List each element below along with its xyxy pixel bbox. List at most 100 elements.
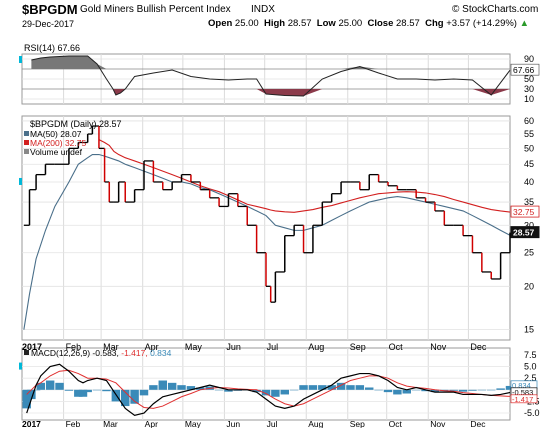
price-x-tick-label: Jun xyxy=(226,342,241,352)
rsi-tick-label: 50 xyxy=(524,74,534,84)
macd-histogram-bar xyxy=(167,382,177,390)
price-x-tick-label: 2017 xyxy=(22,342,42,352)
rsi-line xyxy=(31,55,511,97)
price-tick-label: 30 xyxy=(524,220,534,230)
macd-histogram-bar xyxy=(299,385,308,390)
panel-frame-price xyxy=(21,115,511,341)
macd-histogram-bar xyxy=(261,389,271,396)
ohlc-readout: Open 25.00 High 28.57 Low 25.00 Close 28… xyxy=(208,18,530,29)
rsi-last-value-label: 67.66 xyxy=(513,65,535,75)
macd-histogram-bar xyxy=(92,389,102,391)
macd-histogram-bar xyxy=(346,385,355,390)
macd-last-box xyxy=(510,394,538,404)
price-x-tick-label: Oct xyxy=(389,342,404,352)
macd-histogram-bar xyxy=(111,389,121,402)
macd-x-tick-label: Dec xyxy=(470,419,486,428)
macd-histogram-bar xyxy=(280,389,289,395)
macd-left-marker xyxy=(19,362,22,370)
macd-histogram-bar xyxy=(365,387,374,390)
macd-histogram-bar xyxy=(289,389,299,391)
macd-histogram-bar xyxy=(487,389,496,391)
price-x-tick-label: Nov xyxy=(430,342,447,352)
rsi-tick-label: 10 xyxy=(524,94,534,104)
index-name: Gold Miners Bullish Percent Index xyxy=(80,4,231,15)
macd-histogram-bar xyxy=(449,389,458,391)
macd-histogram-bar xyxy=(102,389,111,392)
macd-histogram-bar xyxy=(22,389,31,409)
macd-tick-label: 2.5 xyxy=(524,373,537,383)
macd-histogram-bar xyxy=(45,380,55,390)
ma50-legend: MA(50) 28.07 xyxy=(30,129,82,139)
macd-signal-line xyxy=(26,369,511,409)
macd-x-tick-label: May xyxy=(185,419,202,428)
up-arrow-icon: ▲ xyxy=(519,18,530,29)
macd-tick-label: 7.5 xyxy=(524,350,537,360)
exchange-label: INDX xyxy=(251,4,275,15)
macd-histogram-bar xyxy=(139,389,149,396)
macd-tick-label: 5.0 xyxy=(524,362,537,372)
price-x-tick-label: Jul xyxy=(267,342,279,352)
macd-x-tick-label: Sep xyxy=(350,419,365,428)
rsi-last-value-box xyxy=(510,63,540,76)
macd-last-label: -0.583 xyxy=(512,388,533,397)
macd-histogram-bar xyxy=(252,389,261,393)
macd-histogram-bar xyxy=(214,389,224,391)
price-x-tick-label: Dec xyxy=(470,342,487,352)
macd-x-tick-label: Jul xyxy=(267,419,278,428)
macd-x-tick-label: Nov xyxy=(430,419,446,428)
macd-histogram-bar xyxy=(355,385,365,390)
macd-x-tick-label: Feb xyxy=(66,419,81,428)
macd-histogram-bar xyxy=(36,382,45,390)
macd-last-label: -1.417 xyxy=(512,395,533,404)
rsi-left-marker xyxy=(19,56,22,63)
ma200-legend: MA(200) 32.75 xyxy=(30,138,86,148)
price-tick-label: 20 xyxy=(524,281,534,291)
macd-histogram-bar xyxy=(505,385,515,390)
macd-tick-label: -5.0 xyxy=(524,408,540,418)
price-tick-label: 15 xyxy=(524,325,534,335)
volume-legend: Volume undef xyxy=(30,147,83,157)
symbol-title: $BPGDM xyxy=(22,2,78,17)
price-tick-label: 25 xyxy=(524,248,534,258)
macd-histogram-bar xyxy=(78,389,88,397)
macd-histogram-bar xyxy=(83,389,92,393)
macd-last-label: 0.834 xyxy=(512,381,531,390)
volume-legend-swatch xyxy=(24,149,29,154)
ma50-line xyxy=(23,153,511,330)
rsi-overbought-fill xyxy=(31,56,379,69)
macd-line xyxy=(26,363,511,417)
macd-histogram-bar xyxy=(31,389,41,391)
macd-histogram-bar xyxy=(318,385,327,390)
macd-histogram-bar xyxy=(224,389,233,392)
price-x-tick-label: Sep xyxy=(350,342,366,352)
macd-histogram-bar xyxy=(158,380,167,390)
macd-histogram-bar xyxy=(374,389,383,391)
macd-histogram-bar xyxy=(121,389,130,407)
macd-histogram-bar xyxy=(74,389,83,397)
price-x-tick-label: Aug xyxy=(308,342,324,352)
macd-x-tick-label: Oct xyxy=(389,419,403,428)
macd-histogram-bar xyxy=(186,386,196,390)
price-legend-symbol: $BPGDM (Daily) 28.57 xyxy=(30,119,122,129)
macd-legend-swatch xyxy=(24,350,29,355)
price-x-tick-label: Feb xyxy=(66,342,82,352)
rsi-oversold-fill xyxy=(113,89,511,96)
macd-x-tick-label: Aug xyxy=(308,419,323,428)
chart-date: 29-Dec-2017 xyxy=(22,19,75,29)
price-tick-label: 45 xyxy=(524,159,534,169)
ma50-legend-swatch xyxy=(24,131,29,136)
macd-histogram-bar xyxy=(468,389,477,391)
macd-histogram-bar xyxy=(336,382,346,390)
price-left-marker xyxy=(19,177,22,185)
price-x-tick-label: May xyxy=(185,342,203,352)
ma200-legend-swatch xyxy=(24,140,29,145)
macd-histogram-bar xyxy=(458,389,468,392)
price-tick-label: 50 xyxy=(524,143,534,153)
macd-histogram-bar xyxy=(430,389,440,393)
macd-x-tick-label: 2017 xyxy=(22,419,41,428)
ma200-last-box xyxy=(510,205,540,218)
macd-histogram-bar xyxy=(393,389,402,395)
macd-histogram-bar xyxy=(196,387,205,390)
macd-x-tick-label: Jun xyxy=(226,419,240,428)
